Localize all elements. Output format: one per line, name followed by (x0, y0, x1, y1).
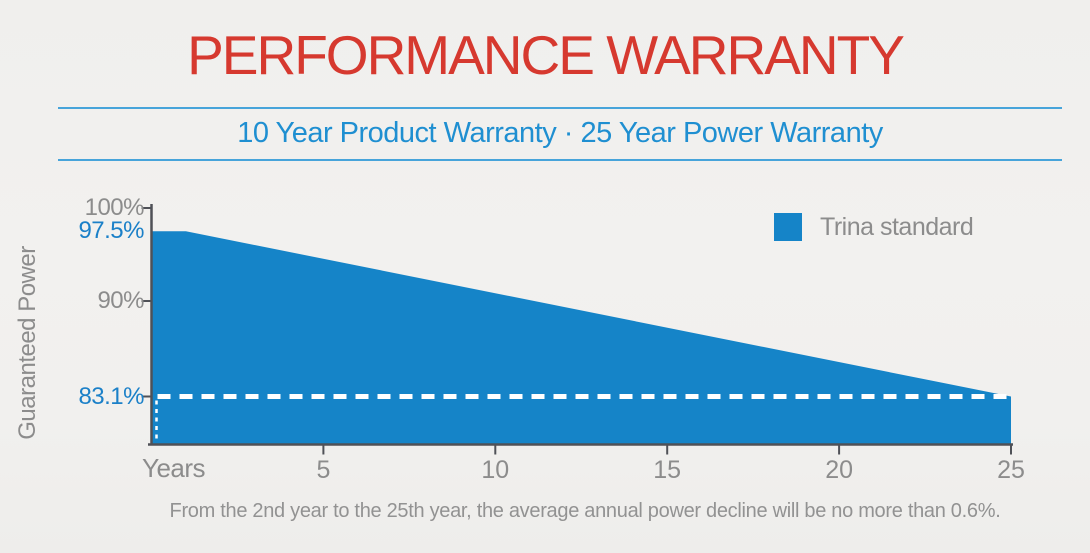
x-tick-label: 15 (653, 456, 682, 484)
x-tick-label: 25 (997, 456, 1025, 484)
x-tick-label: 5 (316, 456, 331, 484)
y-tick-label: 97.5% (78, 217, 144, 245)
legend-swatch (774, 213, 802, 241)
x-axis-title: Years (142, 453, 206, 483)
chart-footnote: From the 2nd year to the 25th year, the … (169, 500, 1001, 522)
axis-lines (148, 204, 1013, 446)
warranty-subtitle: 10 Year Product Warranty · 25 Year Power… (237, 117, 883, 149)
y-tick-label: 83.1% (78, 382, 144, 410)
subtitle-band: 10 Year Product Warranty · 25 Year Power… (58, 107, 1062, 161)
legend-label: Trina standard (820, 213, 974, 241)
x-tick-label: 10 (481, 456, 510, 484)
tick-marks (141, 207, 1012, 455)
area-fill (151, 231, 1011, 444)
y-tick-label: 90% (97, 287, 144, 314)
x-tick-label: 20 (825, 456, 853, 484)
y-tick-label: 100% (84, 194, 145, 221)
page-title: PERFORMANCE WARRANTY (187, 24, 905, 86)
